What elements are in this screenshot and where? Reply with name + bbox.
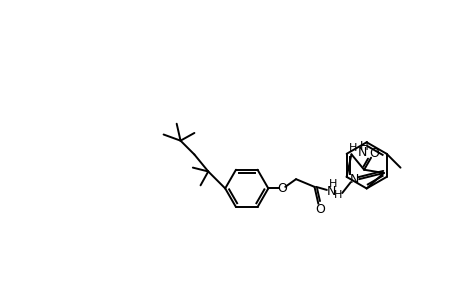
Text: N: N bbox=[326, 185, 336, 198]
Text: H: H bbox=[358, 140, 367, 153]
Text: H: H bbox=[328, 179, 336, 189]
Text: O: O bbox=[277, 182, 286, 195]
Text: H: H bbox=[348, 143, 356, 153]
Text: O: O bbox=[368, 147, 378, 160]
Text: N: N bbox=[357, 146, 366, 159]
Text: N: N bbox=[349, 173, 358, 186]
Text: O: O bbox=[314, 203, 324, 217]
Text: H: H bbox=[333, 190, 341, 200]
